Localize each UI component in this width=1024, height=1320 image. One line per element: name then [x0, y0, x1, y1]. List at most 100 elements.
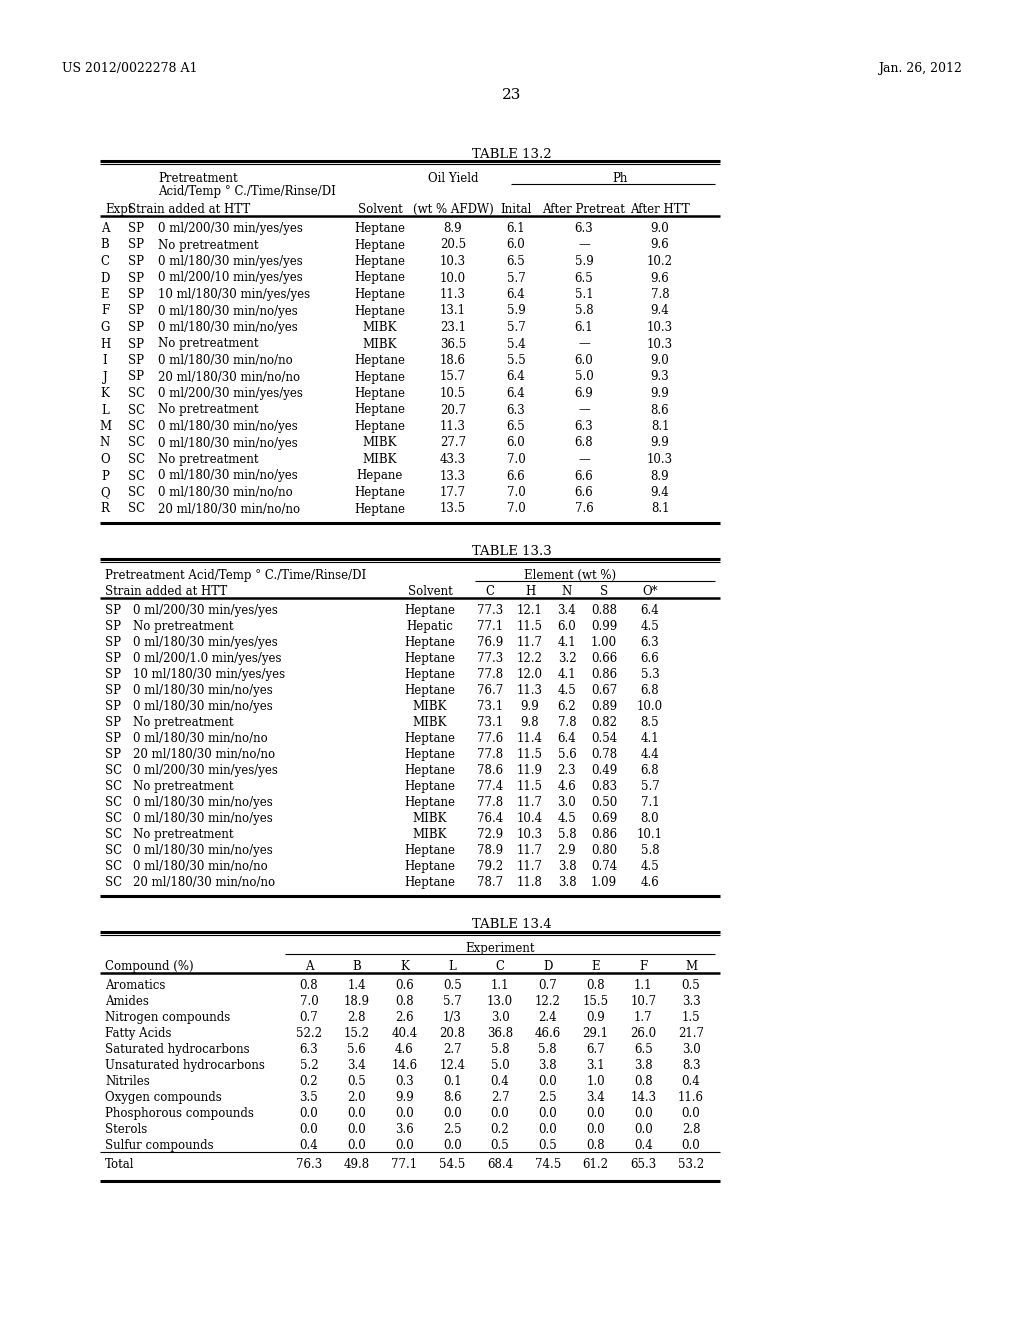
- Text: 10.2: 10.2: [647, 255, 673, 268]
- Text: 7.1: 7.1: [641, 796, 659, 809]
- Text: 0.0: 0.0: [586, 1123, 605, 1137]
- Text: 53.2: 53.2: [678, 1158, 705, 1171]
- Text: Phosphorous compounds: Phosphorous compounds: [105, 1107, 254, 1119]
- Text: 6.8: 6.8: [574, 437, 593, 450]
- Text: Sterols: Sterols: [105, 1123, 147, 1137]
- Text: Compound (%): Compound (%): [105, 960, 194, 973]
- Text: 5.1: 5.1: [574, 288, 593, 301]
- Text: 77.1: 77.1: [477, 620, 503, 634]
- Text: 4.5: 4.5: [558, 684, 577, 697]
- Text: SC: SC: [128, 470, 145, 483]
- Text: MIBK: MIBK: [413, 828, 447, 841]
- Text: No pretreatment: No pretreatment: [158, 404, 258, 417]
- Text: 0.74: 0.74: [591, 861, 617, 873]
- Text: 3.8: 3.8: [558, 876, 577, 888]
- Text: 0.0: 0.0: [634, 1123, 652, 1137]
- Text: 0.0: 0.0: [442, 1107, 462, 1119]
- Text: Nitriles: Nitriles: [105, 1074, 150, 1088]
- Text: SP: SP: [128, 239, 144, 252]
- Text: 0 ml/180/30 min/no/yes: 0 ml/180/30 min/no/yes: [158, 321, 298, 334]
- Text: G: G: [100, 321, 110, 334]
- Text: 0 ml/180/30 min/no/yes: 0 ml/180/30 min/no/yes: [158, 470, 298, 483]
- Text: 46.6: 46.6: [535, 1027, 561, 1040]
- Text: 1.1: 1.1: [490, 979, 509, 993]
- Text: 0.4: 0.4: [490, 1074, 509, 1088]
- Text: 6.4: 6.4: [507, 371, 525, 384]
- Text: 10.1: 10.1: [637, 828, 663, 841]
- Text: SP: SP: [105, 636, 121, 649]
- Text: 0.5: 0.5: [347, 1074, 366, 1088]
- Text: 10.3: 10.3: [647, 321, 673, 334]
- Text: 5.2: 5.2: [300, 1059, 318, 1072]
- Text: 6.5: 6.5: [574, 272, 593, 285]
- Text: 0.50: 0.50: [591, 796, 617, 809]
- Text: —: —: [579, 338, 590, 351]
- Text: SC: SC: [105, 828, 122, 841]
- Text: US 2012/0022278 A1: US 2012/0022278 A1: [62, 62, 198, 75]
- Text: SP: SP: [105, 700, 121, 713]
- Text: 5.7: 5.7: [641, 780, 659, 793]
- Text: 0.0: 0.0: [347, 1139, 366, 1152]
- Text: 6.6: 6.6: [641, 652, 659, 665]
- Text: 0.0: 0.0: [682, 1107, 700, 1119]
- Text: SC: SC: [128, 486, 145, 499]
- Text: 10.4: 10.4: [517, 812, 543, 825]
- Text: 12.2: 12.2: [517, 652, 543, 665]
- Text: E: E: [100, 288, 110, 301]
- Text: 11.6: 11.6: [678, 1092, 705, 1104]
- Text: SP: SP: [128, 288, 144, 301]
- Text: 6.4: 6.4: [507, 387, 525, 400]
- Text: F: F: [101, 305, 110, 318]
- Text: 77.4: 77.4: [477, 780, 503, 793]
- Text: 0 ml/180/30 min/yes/yes: 0 ml/180/30 min/yes/yes: [133, 636, 278, 649]
- Text: 36.5: 36.5: [440, 338, 466, 351]
- Text: No pretreatment: No pretreatment: [133, 828, 233, 841]
- Text: 12.2: 12.2: [535, 995, 561, 1008]
- Text: K: K: [400, 960, 409, 973]
- Text: 5.8: 5.8: [558, 828, 577, 841]
- Text: Hepatic: Hepatic: [407, 620, 454, 634]
- Text: Fatty Acids: Fatty Acids: [105, 1027, 171, 1040]
- Text: L: L: [449, 960, 456, 973]
- Text: 77.1: 77.1: [391, 1158, 418, 1171]
- Text: 6.4: 6.4: [641, 605, 659, 616]
- Text: Unsaturated hydrocarbons: Unsaturated hydrocarbons: [105, 1059, 265, 1072]
- Text: 77.8: 77.8: [477, 796, 503, 809]
- Text: A: A: [304, 960, 313, 973]
- Text: 2.5: 2.5: [443, 1123, 462, 1137]
- Text: 20 ml/180/30 min/no/no: 20 ml/180/30 min/no/no: [158, 503, 300, 516]
- Text: SC: SC: [105, 876, 122, 888]
- Text: 0.4: 0.4: [634, 1139, 652, 1152]
- Text: TABLE 13.4: TABLE 13.4: [472, 917, 552, 931]
- Text: SC: SC: [105, 861, 122, 873]
- Text: 6.0: 6.0: [558, 620, 577, 634]
- Text: 4.6: 4.6: [558, 780, 577, 793]
- Text: Heptane: Heptane: [404, 843, 456, 857]
- Text: 9.9: 9.9: [650, 387, 670, 400]
- Text: 0.0: 0.0: [395, 1139, 414, 1152]
- Text: Heptane: Heptane: [354, 371, 406, 384]
- Text: 8.6: 8.6: [443, 1092, 462, 1104]
- Text: 10 ml/180/30 min/yes/yes: 10 ml/180/30 min/yes/yes: [158, 288, 310, 301]
- Text: 11.5: 11.5: [517, 620, 543, 634]
- Text: SP: SP: [105, 620, 121, 634]
- Text: 8.6: 8.6: [650, 404, 670, 417]
- Text: 0.7: 0.7: [539, 979, 557, 993]
- Text: 0 ml/180/30 min/no/yes: 0 ml/180/30 min/no/yes: [158, 437, 298, 450]
- Text: MIBK: MIBK: [413, 700, 447, 713]
- Text: 2.3: 2.3: [558, 764, 577, 777]
- Text: 6.6: 6.6: [574, 470, 593, 483]
- Text: 6.0: 6.0: [507, 239, 525, 252]
- Text: 8.3: 8.3: [682, 1059, 700, 1072]
- Text: 27.7: 27.7: [440, 437, 466, 450]
- Text: 14.3: 14.3: [630, 1092, 656, 1104]
- Text: 12.4: 12.4: [439, 1059, 465, 1072]
- Text: 0.0: 0.0: [299, 1123, 318, 1137]
- Text: 3.4: 3.4: [558, 605, 577, 616]
- Text: Strain added at HTT: Strain added at HTT: [105, 585, 227, 598]
- Text: 0.2: 0.2: [490, 1123, 509, 1137]
- Text: 11.7: 11.7: [517, 843, 543, 857]
- Text: 1.7: 1.7: [634, 1011, 652, 1024]
- Text: F: F: [639, 960, 647, 973]
- Text: 6.4: 6.4: [558, 733, 577, 744]
